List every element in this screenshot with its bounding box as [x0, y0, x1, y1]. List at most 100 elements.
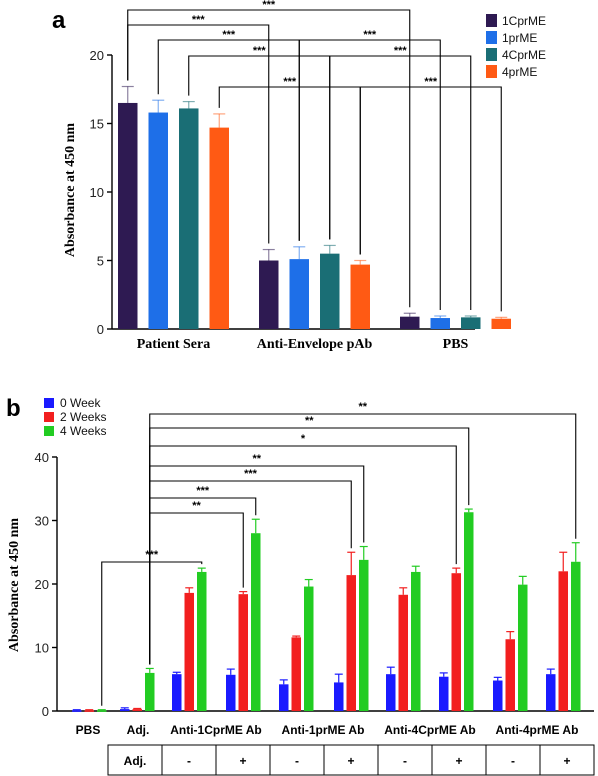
panel-a-category-label: Patient Sera: [137, 337, 210, 352]
panel-a-ytick-label: 10: [90, 185, 104, 200]
panel-b-bar: [386, 674, 396, 711]
panel-a-bar: [461, 317, 481, 329]
panel-a-legend: 1CprME 1prME 4CprME 4prME: [486, 14, 546, 79]
panel-a-bar: [430, 318, 450, 329]
panel-b-bar: [398, 594, 408, 711]
panel-b-table-cell: -: [511, 754, 515, 768]
panel-a-category-label: PBS: [443, 337, 469, 352]
panel-b-category-label: Anti-1prME Ab: [282, 723, 365, 737]
panel-b-table-cell: +: [239, 754, 246, 768]
panel-a-legend-swatch: [486, 48, 497, 61]
panel-a-significance-bracket: [329, 55, 472, 310]
panel-b-bar: [145, 672, 155, 711]
panel-b-label: b: [6, 395, 21, 422]
panel-b-significance-bracket: [149, 480, 352, 665]
panel-b-bar: [334, 682, 344, 711]
panel-b-category-label: Anti-4prME Ab: [496, 723, 579, 737]
panel-a-bar: [350, 264, 370, 329]
panel-a-ytick-label: 20: [90, 48, 104, 63]
panel-b-legend-label: 2 Weeks: [60, 410, 106, 424]
panel-a-significance-bracket: [218, 86, 361, 255]
panel-b-bar: [72, 710, 82, 712]
panel-a-bar: [179, 108, 199, 330]
panel-b-bar: [251, 533, 261, 711]
panel-a-significance-label: ***: [262, 0, 276, 11]
panel-b-significance-label: ***: [244, 468, 258, 480]
panel-a-significance-label: ***: [394, 45, 408, 57]
panel-b-significance-bracket: [149, 445, 457, 665]
panel-b-significance-label: ***: [145, 549, 159, 561]
panel-b-table-cell: +: [455, 754, 462, 768]
panel-a-legend-swatch: [486, 65, 497, 78]
panel-b-legend-swatch: [44, 398, 54, 408]
panel-b-significance-bracket: [101, 561, 203, 706]
panel-b-significance-label: **: [252, 453, 261, 465]
panel-a-significance: *** *** *** *** *** *** *** ***: [127, 0, 502, 312]
panel-b-yaxis-title: Absorbance at 450 nm: [7, 518, 22, 653]
panel-b-bar: [493, 680, 503, 711]
panel-b-category-label: Adj.: [127, 723, 150, 737]
panel-b-bar: [279, 684, 289, 711]
panel-b-legend-label: 0 Week: [60, 396, 101, 410]
panel-b-table-cell: +: [347, 754, 354, 768]
panel-b-significance-label: **: [192, 500, 201, 512]
panel-b-significance-label: **: [305, 415, 314, 427]
panel-b-table-header: Adj.: [124, 754, 147, 768]
panel-b-significance-label: **: [358, 401, 367, 413]
panel-a-category-labels: Patient Sera Anti-Envelope pAb PBS: [137, 337, 469, 352]
panel-b-ytick-label: 30: [35, 514, 49, 529]
panel-b-bar: [226, 674, 236, 711]
panel-b-bars: [72, 508, 581, 712]
panel-b-bar: [464, 512, 474, 711]
panel-b-legend-label: 4 Weeks: [60, 424, 106, 438]
panel-a-significance-label: ***: [222, 29, 236, 41]
panel-b-significance-label: ***: [196, 485, 210, 497]
panel-a-legend-label: 1prME: [502, 31, 537, 45]
panel-a-label: a: [52, 7, 66, 34]
panel-b-bar: [197, 571, 207, 711]
panel-a-bar: [209, 127, 229, 329]
panel-a-significance-label: ***: [192, 14, 206, 26]
panel-b-category-label: Anti-1CprME Ab: [170, 723, 262, 737]
panel-b-legend-swatch: [44, 426, 54, 436]
panel-b-legend-swatch: [44, 412, 54, 422]
panel-b-bar: [558, 571, 568, 711]
panel-b-ytick-label: 20: [35, 577, 49, 592]
panel-b-bar: [184, 592, 194, 711]
panel-a-ytick-label: 5: [97, 254, 104, 269]
panel-b-significance-bracket: [149, 512, 244, 665]
panel-a-bar: [491, 318, 511, 329]
panel-b-table-cell: +: [563, 754, 570, 768]
panel-b-category-label: Anti-4CprME Ab: [384, 723, 476, 737]
panel-a-bar: [118, 102, 138, 329]
panel-a-axes: 0 5 10 15 20: [90, 48, 475, 337]
panel-a-ytick-label: 0: [97, 322, 104, 337]
panel-b-bar: [518, 584, 528, 711]
panel-b-table-border: [107, 744, 595, 776]
panel-b-bar: [451, 573, 461, 711]
panel-a-significance-label: ***: [363, 29, 377, 41]
panel-b-bar: [84, 710, 94, 712]
panel-b-significance-label: *: [301, 433, 306, 445]
panel-a-legend-swatch: [486, 14, 497, 27]
panel-b-bar: [505, 639, 515, 711]
panel-b-ytick-label: 40: [35, 450, 49, 465]
panel-b-table-cell: -: [403, 754, 407, 768]
panel-b-bar: [120, 709, 130, 711]
panel-a-legend-label: 4prME: [502, 65, 537, 79]
panel-b-bar: [571, 561, 581, 711]
panel-a-bar: [259, 260, 279, 329]
panel-a-significance-label: ***: [283, 76, 297, 88]
panel-a-yaxis-title: Absorbance at 450 nm: [63, 123, 78, 258]
panel-b-bar: [411, 571, 421, 711]
panel-a-bar: [320, 253, 340, 329]
panel-a-bar: [148, 112, 168, 329]
panel-a-significance-label: ***: [424, 76, 438, 88]
panel-a-significance-bracket: [359, 86, 502, 312]
panel-b-bar: [238, 594, 248, 711]
panel-a-significance-label: ***: [253, 45, 267, 57]
panel-b-bar: [304, 586, 314, 711]
panel-b-ytick-label: 10: [35, 641, 49, 656]
panel-a-significance-bracket: [127, 24, 270, 244]
